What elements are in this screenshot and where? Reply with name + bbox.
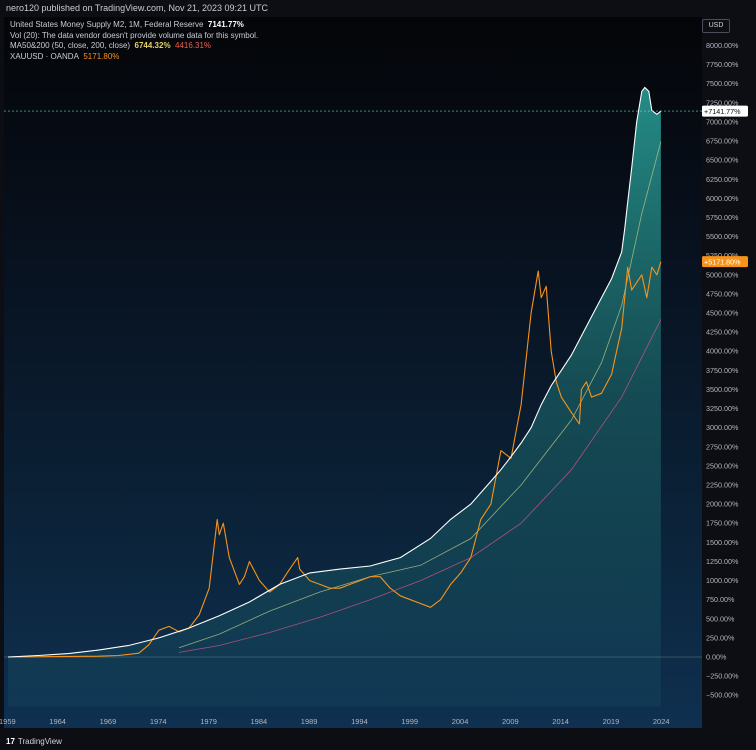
legend-m2-value: 7141.77% — [207, 20, 244, 29]
y-tick-label: 2250.00% — [706, 481, 739, 490]
footer-bar — [0, 738, 756, 750]
legend-ma-label: MA50&200 (50, close, 200, close) — [10, 41, 131, 50]
y-tick-label: 4000.00% — [706, 347, 739, 356]
legend-gold[interactable]: XAUUSD · OANDA 5171.80% — [10, 52, 258, 63]
y-tick-label: 7000.00% — [706, 117, 739, 126]
chart-legend: United States Money Supply M2, 1M, Feder… — [10, 20, 258, 62]
y-tick-label: 3000.00% — [706, 423, 739, 432]
x-tick-label: 2019 — [603, 717, 620, 726]
ma50-line — [178, 141, 662, 649]
x-tick-label: 1999 — [401, 717, 418, 726]
x-tick-label: 1969 — [100, 717, 117, 726]
legend-gold-label: XAUUSD · OANDA — [10, 51, 79, 61]
price-tag-m2 — [702, 105, 748, 117]
time-axis[interactable] — [0, 728, 756, 738]
legend-ma[interactable]: MA50&200 (50, close, 200, close) 6744.32… — [10, 41, 258, 52]
y-tick-label: 5500.00% — [706, 232, 739, 241]
x-tick-label: 1994 — [351, 717, 368, 726]
y-tick-label: 5750.00% — [706, 213, 739, 222]
y-tick-label: −250.00% — [706, 672, 739, 681]
gold-line — [7, 261, 662, 658]
x-tick-label: 2014 — [552, 717, 569, 726]
x-tick-label: 2024 — [653, 717, 670, 726]
y-tick-label: 3500.00% — [706, 385, 739, 394]
y-tick-label: 8000.00% — [706, 41, 739, 50]
m2-area — [8, 87, 661, 707]
y-tick-label: 7500.00% — [706, 79, 739, 88]
y-tick-label: 5250.00% — [706, 251, 739, 260]
price-tag-gold — [702, 256, 748, 268]
tradingview-logo-icon: 17 — [6, 737, 15, 746]
price-axis[interactable] — [702, 17, 756, 728]
y-tick-label: 6500.00% — [706, 156, 739, 165]
x-tick-label: 1989 — [301, 717, 318, 726]
legend-volume[interactable]: Vol (20): The data vendor doesn't provid… — [10, 31, 258, 42]
y-tick-label: 4250.00% — [706, 328, 739, 337]
y-tick-label: 6000.00% — [706, 194, 739, 203]
x-tick-label: 1959 — [0, 717, 16, 726]
y-tick-label: 1750.00% — [706, 519, 739, 528]
price-tag-m2-text: +7141.77% — [704, 107, 741, 116]
y-tick-label: 750.00% — [706, 595, 735, 604]
y-tick-label: 0.00% — [706, 653, 727, 662]
legend-gold-value: 5171.80% — [83, 51, 120, 61]
y-tick-label: 1500.00% — [706, 538, 739, 547]
x-tick-label: 1964 — [49, 717, 66, 726]
y-tick-label: 6750.00% — [706, 137, 739, 146]
y-tick-label: 3750.00% — [706, 366, 739, 375]
ma200-line — [178, 319, 662, 653]
currency-button[interactable]: USD — [702, 19, 730, 33]
x-tick-label: 1984 — [251, 717, 268, 726]
legend-ma50-value: 6744.32% — [134, 41, 171, 50]
y-tick-label: 5000.00% — [706, 270, 739, 279]
publish-info: nero120 published on TradingView.com, No… — [6, 3, 269, 13]
brand: 17 TradingView — [6, 737, 62, 746]
header-bar: nero120 published on TradingView.com, No… — [0, 0, 756, 16]
legend-ma200-value: 4416.31% — [175, 41, 212, 50]
y-tick-label: 500.00% — [706, 614, 735, 623]
legend-volume-label: Vol (20): The data vendor doesn't provid… — [10, 30, 259, 40]
y-tick-label: 7250.00% — [706, 98, 739, 107]
y-tick-label: 6250.00% — [706, 175, 739, 184]
y-tick-label: 4500.00% — [706, 309, 739, 318]
legend-m2[interactable]: United States Money Supply M2, 1M, Feder… — [10, 20, 258, 31]
y-tick-label: 7750.00% — [706, 60, 739, 69]
x-tick-label: 2004 — [452, 717, 469, 726]
y-tick-label: 2500.00% — [706, 461, 739, 470]
brand-name: TradingView — [17, 737, 62, 746]
legend-m2-label: United States Money Supply M2, 1M, Feder… — [10, 20, 204, 29]
y-tick-label: 2750.00% — [706, 442, 739, 451]
y-tick-label: 4750.00% — [706, 289, 739, 298]
y-tick-label: 1250.00% — [706, 557, 739, 566]
price-tag-gold-text: +5171.80% — [704, 257, 741, 266]
y-tick-label: 3250.00% — [706, 404, 739, 413]
x-tick-label: 1979 — [200, 717, 217, 726]
y-tick-label: −500.00% — [706, 691, 739, 700]
y-tick-label: 2000.00% — [706, 500, 739, 509]
x-tick-label: 2009 — [502, 717, 519, 726]
y-tick-label: 1000.00% — [706, 576, 739, 585]
x-tick-label: 1974 — [150, 717, 167, 726]
y-tick-label: 250.00% — [706, 633, 735, 642]
m2-line — [7, 86, 662, 658]
